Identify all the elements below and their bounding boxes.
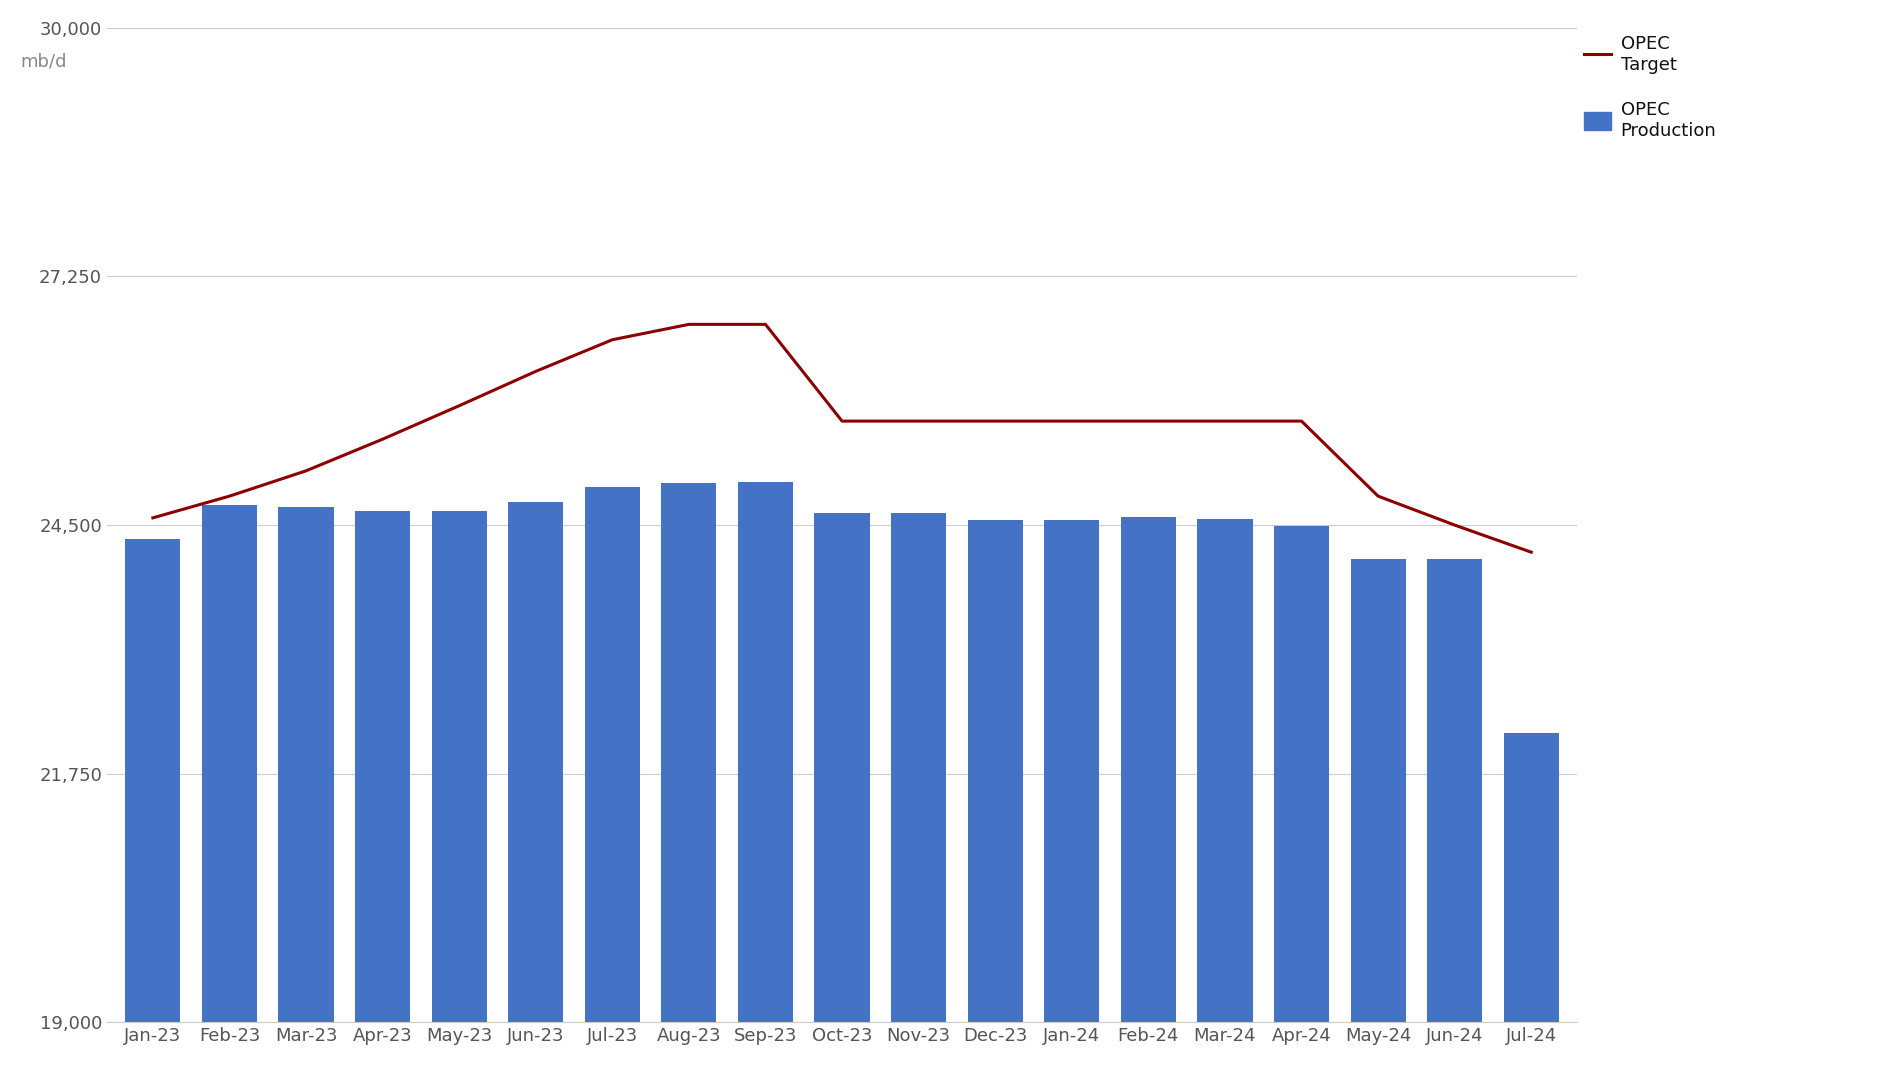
Bar bbox=[201, 505, 258, 1066]
Bar bbox=[1198, 519, 1253, 1066]
Bar bbox=[584, 487, 641, 1066]
Bar bbox=[1428, 559, 1483, 1066]
Bar bbox=[355, 511, 410, 1066]
Bar bbox=[1274, 526, 1329, 1066]
Text: mb/d: mb/d bbox=[21, 53, 68, 70]
Bar bbox=[125, 538, 180, 1066]
Bar bbox=[967, 519, 1022, 1066]
Legend: OPEC
Target, OPEC
Production: OPEC Target, OPEC Production bbox=[1577, 28, 1723, 147]
Bar bbox=[1504, 733, 1559, 1066]
Bar bbox=[508, 502, 563, 1066]
Bar bbox=[662, 483, 717, 1066]
Bar bbox=[1121, 517, 1176, 1066]
Bar bbox=[891, 514, 946, 1066]
Bar bbox=[279, 507, 334, 1066]
Bar bbox=[432, 511, 487, 1066]
Bar bbox=[1045, 519, 1100, 1066]
Bar bbox=[815, 514, 870, 1066]
Bar bbox=[1350, 559, 1405, 1066]
Bar bbox=[738, 482, 793, 1066]
